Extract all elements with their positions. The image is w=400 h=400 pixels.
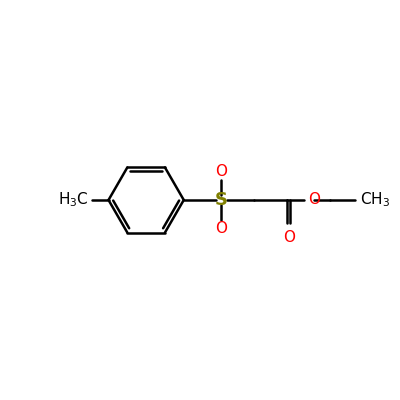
- Text: O: O: [283, 230, 295, 245]
- Text: O: O: [215, 164, 227, 179]
- Text: $\mathsf{CH_3}$: $\mathsf{CH_3}$: [360, 191, 390, 209]
- Text: $\mathsf{H_3C}$: $\mathsf{H_3C}$: [58, 191, 89, 209]
- Text: S: S: [215, 191, 228, 209]
- Text: O: O: [215, 221, 227, 236]
- Text: O: O: [308, 192, 320, 208]
